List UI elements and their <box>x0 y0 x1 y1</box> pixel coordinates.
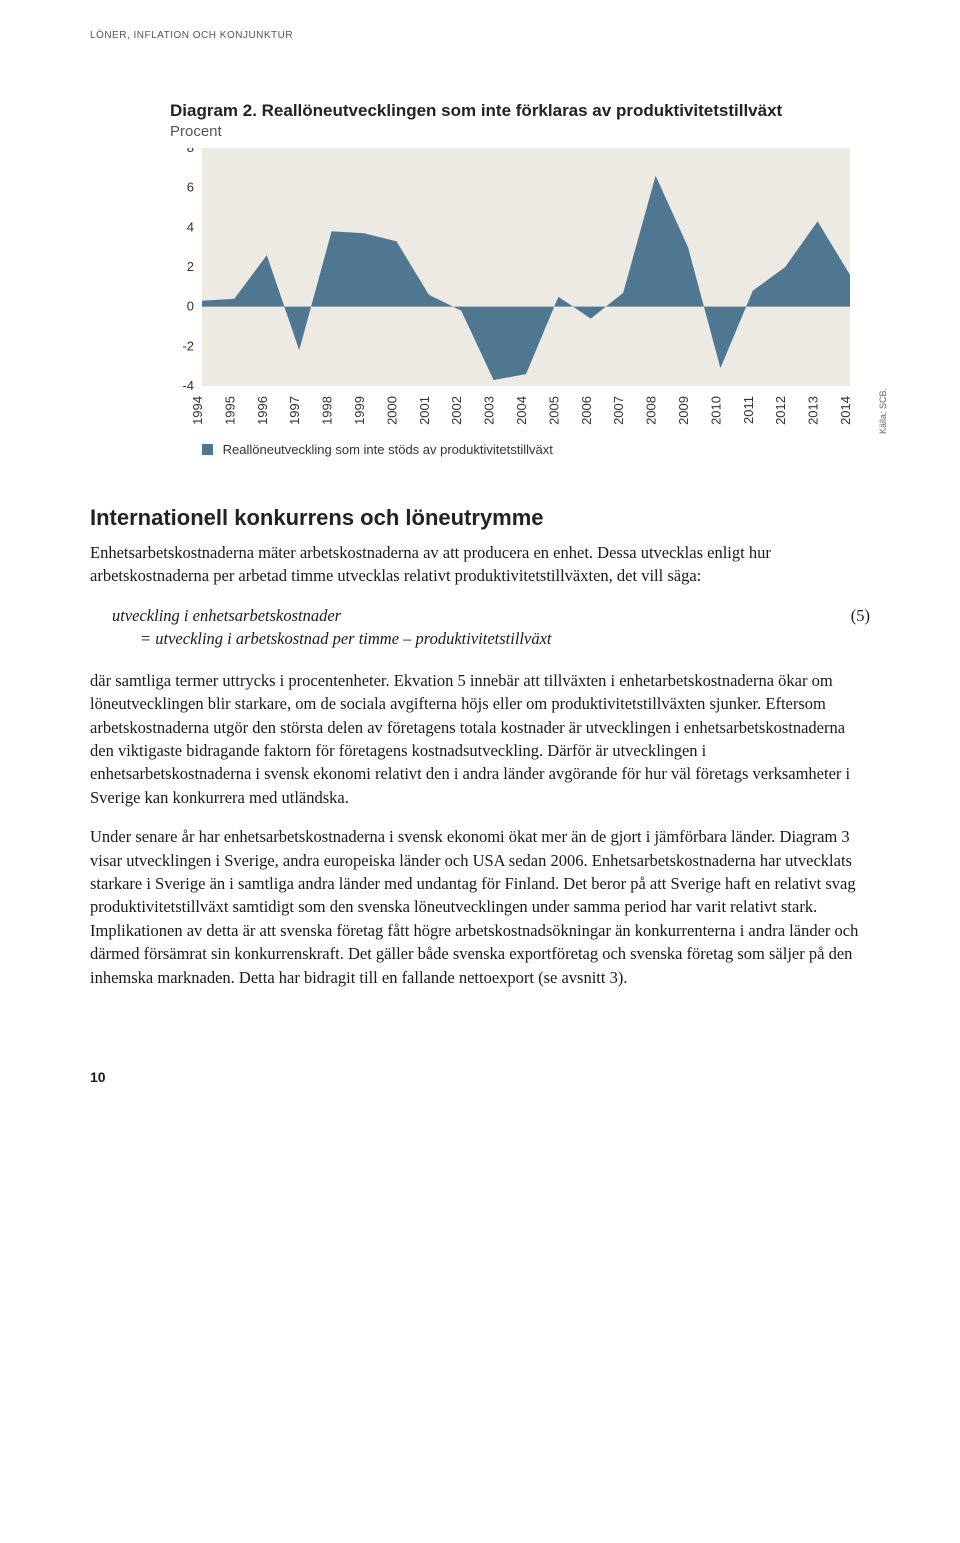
chart-container: Diagram 2. Reallöneutvecklingen som inte… <box>170 101 870 457</box>
section-heading: Internationell konkurrens och löneutrymm… <box>90 505 870 531</box>
chart-title: Diagram 2. Reallöneutvecklingen som inte… <box>170 101 870 121</box>
svg-text:2000: 2000 <box>384 396 399 425</box>
svg-text:2010: 2010 <box>708 396 723 425</box>
svg-text:2013: 2013 <box>806 396 821 425</box>
paragraph-1: Enhetsarbetskostnaderna mäter arbetskost… <box>90 541 870 588</box>
svg-text:2002: 2002 <box>449 396 464 425</box>
equation-block: utveckling i enhetsarbetskostnader = utv… <box>112 604 870 651</box>
legend-text: Reallöneutveckling som inte stöds av pro… <box>223 442 553 457</box>
svg-text:-2: -2 <box>182 338 194 353</box>
svg-text:-4: -4 <box>182 378 194 393</box>
chart-subtitle: Procent <box>170 123 870 140</box>
svg-text:8: 8 <box>187 148 194 155</box>
svg-text:1998: 1998 <box>320 396 335 425</box>
paragraph-3: Under senare år har enhetsarbetskostnade… <box>90 825 870 989</box>
svg-text:2014: 2014 <box>838 396 850 425</box>
svg-text:0: 0 <box>187 299 194 314</box>
svg-text:2007: 2007 <box>611 396 626 425</box>
svg-text:2001: 2001 <box>417 396 432 425</box>
svg-text:1994: 1994 <box>190 396 205 425</box>
legend-swatch <box>202 444 213 455</box>
svg-text:2008: 2008 <box>644 396 659 425</box>
page-number: 10 <box>90 1069 870 1085</box>
svg-text:6: 6 <box>187 180 194 195</box>
svg-text:2006: 2006 <box>579 396 594 425</box>
svg-text:4: 4 <box>187 219 194 234</box>
chart-plot-area: -4 -2 0 2 4 6 8 1994 1995 1996 1997 1998 1999 2000 200… <box>170 148 870 428</box>
svg-text:2005: 2005 <box>546 396 561 425</box>
svg-text:2009: 2009 <box>676 396 691 425</box>
svg-text:1999: 1999 <box>352 396 367 425</box>
running-head: LÖNER, INFLATION OCH KONJUNKTUR <box>90 30 870 41</box>
svg-text:1996: 1996 <box>255 396 270 425</box>
svg-text:1995: 1995 <box>222 396 237 425</box>
chart-svg: -4 -2 0 2 4 6 8 1994 1995 1996 1997 1998 1999 2000 200… <box>170 148 850 428</box>
equation-line1: utveckling i enhetsarbetskostnader <box>112 604 870 627</box>
paragraph-2: där samtliga termer uttrycks i procenten… <box>90 669 870 810</box>
equation-line2: = utveckling i arbetskostnad per timme –… <box>140 627 870 650</box>
svg-text:2004: 2004 <box>514 396 529 425</box>
svg-text:2003: 2003 <box>482 396 497 425</box>
svg-text:1997: 1997 <box>287 396 302 425</box>
svg-text:2011: 2011 <box>741 396 756 424</box>
svg-text:2012: 2012 <box>773 396 788 425</box>
chart-legend: Reallöneutveckling som inte stöds av pro… <box>202 442 870 457</box>
chart-source-label: Källa: SCB. <box>878 388 888 434</box>
svg-text:2: 2 <box>187 259 194 274</box>
equation-number: (5) <box>851 604 870 627</box>
